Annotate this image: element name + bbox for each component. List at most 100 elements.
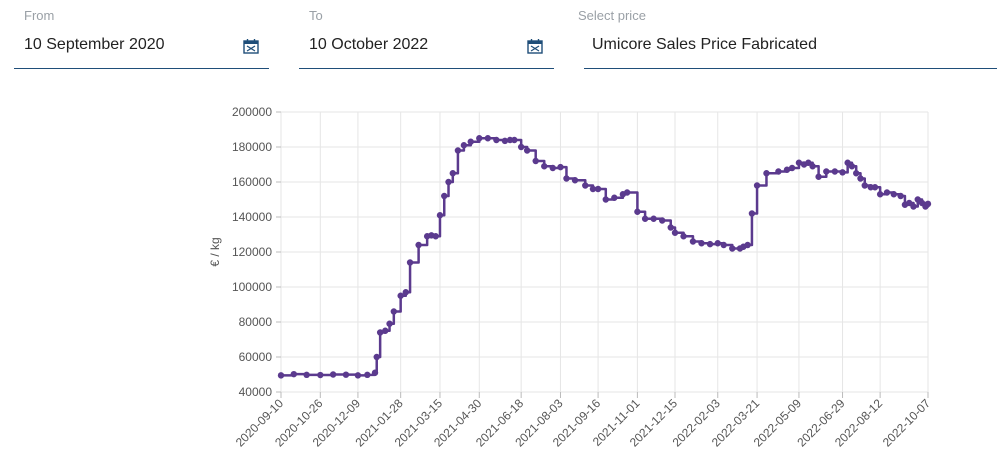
data-point[interactable] xyxy=(589,185,597,193)
data-point[interactable] xyxy=(602,196,609,203)
data-point[interactable] xyxy=(476,135,483,142)
price-select-value[interactable]: Umicore Sales Price Fabricated xyxy=(592,36,817,53)
data-point[interactable] xyxy=(905,199,913,207)
data-point[interactable] xyxy=(402,289,409,296)
price-underline xyxy=(584,68,997,69)
data-point[interactable] xyxy=(763,170,770,177)
data-point[interactable] xyxy=(775,168,782,175)
data-point[interactable] xyxy=(623,189,631,196)
data-point[interactable] xyxy=(460,142,468,149)
data-point[interactable] xyxy=(511,136,518,144)
y-axis-ticks: 40000 60000 80000 100000 120000 140000 160000 1… xyxy=(232,105,281,399)
data-point[interactable] xyxy=(667,224,674,231)
data-point[interactable] xyxy=(441,192,448,200)
data-point[interactable] xyxy=(706,240,714,248)
y-tick-label: 140000 xyxy=(232,210,272,224)
price-select-field[interactable]: Select price Umicore Sales Price Fabrica… xyxy=(578,0,997,72)
data-point[interactable] xyxy=(611,194,618,201)
data-point[interactable] xyxy=(897,192,904,200)
calendar-icon[interactable] xyxy=(527,38,543,54)
data-point[interactable] xyxy=(748,210,756,217)
data-point[interactable] xyxy=(729,245,736,252)
data-point[interactable] xyxy=(436,212,444,219)
data-point[interactable] xyxy=(571,177,579,184)
data-point[interactable] xyxy=(650,215,657,222)
data-point[interactable] xyxy=(432,233,439,240)
data-point[interactable] xyxy=(390,308,398,315)
data-point[interactable] xyxy=(371,369,379,376)
data-point[interactable] xyxy=(671,229,679,236)
data-point[interactable] xyxy=(883,189,891,196)
data-point[interactable] xyxy=(658,217,666,224)
data-point[interactable] xyxy=(541,163,548,170)
data-point[interactable] xyxy=(523,147,531,154)
data-point[interactable] xyxy=(386,320,393,327)
data-point[interactable] xyxy=(876,191,884,198)
data-point[interactable] xyxy=(563,175,570,182)
data-point[interactable] xyxy=(924,200,932,208)
data-point[interactable] xyxy=(689,238,697,245)
data-point[interactable] xyxy=(376,329,384,336)
data-point[interactable] xyxy=(831,168,839,175)
data-point[interactable] xyxy=(303,371,310,379)
data-point[interactable] xyxy=(493,136,500,144)
data-point[interactable] xyxy=(641,215,649,222)
to-date-field[interactable]: To 10 October 2022 xyxy=(299,0,554,72)
data-point[interactable] xyxy=(848,163,856,170)
data-point[interactable] xyxy=(354,372,362,379)
data-point[interactable] xyxy=(839,169,846,176)
to-date-value[interactable]: 10 October 2022 xyxy=(309,36,429,53)
data-point[interactable] xyxy=(406,259,414,266)
data-point[interactable] xyxy=(680,233,687,240)
data-point[interactable] xyxy=(871,184,879,191)
data-point[interactable] xyxy=(329,371,337,378)
x-tick-label: 2022-10-07 xyxy=(880,396,934,450)
data-point[interactable] xyxy=(809,163,816,170)
data-point[interactable] xyxy=(861,182,868,189)
from-date-field[interactable]: From 10 September 2020 xyxy=(14,0,269,72)
data-point[interactable] xyxy=(501,137,509,145)
data-point[interactable] xyxy=(445,178,452,186)
data-point[interactable] xyxy=(634,208,641,215)
data-point[interactable] xyxy=(853,170,860,177)
data-point[interactable] xyxy=(517,143,525,151)
data-point[interactable] xyxy=(582,182,589,189)
data-point[interactable] xyxy=(823,168,830,175)
data-point[interactable] xyxy=(290,370,298,378)
data-point[interactable] xyxy=(805,159,812,166)
data-point[interactable] xyxy=(364,371,371,379)
data-point[interactable] xyxy=(484,135,492,142)
data-point[interactable] xyxy=(397,292,404,299)
data-point[interactable] xyxy=(890,191,898,198)
data-point[interactable] xyxy=(317,371,324,379)
data-point[interactable] xyxy=(557,163,564,171)
data-point[interactable] xyxy=(910,203,917,210)
data-point[interactable] xyxy=(415,241,422,249)
data-point[interactable] xyxy=(373,353,380,361)
data-point[interactable] xyxy=(744,241,751,249)
data-point[interactable] xyxy=(720,241,727,249)
from-date-value[interactable]: 10 September 2020 xyxy=(24,36,165,53)
data-point[interactable] xyxy=(844,159,851,166)
data-point[interactable] xyxy=(795,159,803,166)
data-point[interactable] xyxy=(753,182,761,189)
y-axis-label: € / kg xyxy=(208,237,222,266)
calendar-icon[interactable] xyxy=(243,38,259,54)
data-point[interactable] xyxy=(549,164,556,172)
data-point[interactable] xyxy=(454,147,462,154)
data-point[interactable] xyxy=(594,185,602,193)
data-point[interactable] xyxy=(783,166,791,173)
data-point[interactable] xyxy=(788,164,796,172)
data-point[interactable] xyxy=(532,157,539,165)
data-point[interactable] xyxy=(467,138,474,145)
data-point[interactable] xyxy=(698,240,705,247)
data-point[interactable] xyxy=(857,175,864,182)
data-point[interactable] xyxy=(914,196,921,203)
data-point[interactable] xyxy=(277,372,285,379)
data-point[interactable] xyxy=(449,170,456,177)
chart-grid xyxy=(280,111,929,393)
data-point[interactable] xyxy=(382,327,389,334)
data-point[interactable] xyxy=(342,371,350,378)
data-point[interactable] xyxy=(815,173,822,180)
data-point[interactable] xyxy=(714,240,721,247)
